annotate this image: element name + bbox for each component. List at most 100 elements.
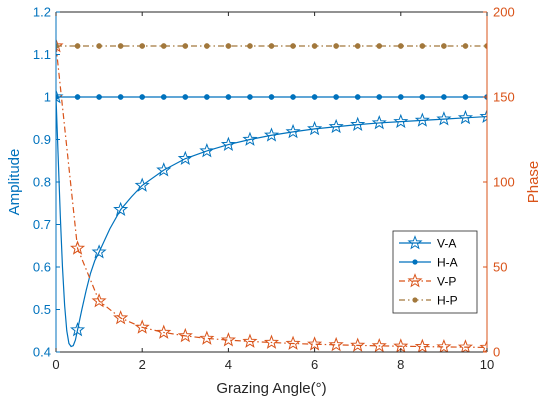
x-axis-title: Grazing Angle(°) (216, 380, 326, 397)
data-point-v-p (328, 336, 344, 352)
data-point-h-p (225, 43, 232, 49)
data-point-v-a (177, 150, 193, 166)
data-point-h-p (182, 43, 189, 49)
data-point-v-p (156, 324, 172, 339)
data-point-h-p (311, 43, 318, 49)
legend-marker-h-p (412, 297, 418, 303)
data-point-h-p (333, 43, 339, 49)
x-tick-label: 2 (139, 357, 146, 372)
data-point-h-a (204, 94, 210, 100)
data-point-v-a (350, 116, 366, 132)
data-point-v-p (457, 339, 473, 352)
data-point-h-a (311, 94, 318, 100)
left-y-tick-label: 0.7 (33, 217, 51, 232)
data-point-v-a (479, 108, 487, 123)
legend-box (392, 230, 478, 314)
data-point-v-p (371, 337, 387, 352)
data-point-v-a (371, 114, 387, 130)
data-point-h-p (268, 43, 275, 49)
data-point-v-a (134, 177, 150, 192)
data-point-v-p (307, 336, 323, 351)
legend-label-v-a: V-A (437, 237, 456, 251)
legend-marker-h-a (412, 259, 418, 265)
data-point-h-p (397, 43, 404, 49)
data-point-v-p (220, 332, 236, 347)
left-y-tick-label: 0.4 (33, 345, 51, 360)
data-point-h-p (117, 43, 124, 49)
data-point-v-p (436, 338, 452, 352)
legend-label-h-p: H-P (437, 294, 458, 308)
right-y-axis-title: Phase (525, 161, 542, 204)
data-point-h-p (419, 43, 426, 49)
data-point-h-p (139, 43, 146, 49)
data-point-v-a (56, 89, 64, 104)
data-point-v-a (457, 109, 473, 125)
right-y-tick-label: 0 (493, 345, 500, 360)
left-y-tick-label: 1.2 (33, 5, 51, 20)
data-point-h-a (160, 94, 167, 100)
legend-marker-v-p (407, 273, 423, 288)
data-point-v-a (414, 112, 430, 127)
data-point-h-p (354, 43, 361, 49)
x-tick-label: 4 (225, 357, 232, 372)
plot-area (56, 38, 487, 352)
data-point-v-a (285, 123, 301, 139)
x-tick-label: 0 (52, 357, 59, 372)
data-point-v-a (220, 136, 236, 152)
data-point-v-p (70, 240, 86, 255)
legend-label-h-a: H-A (437, 256, 458, 270)
data-point-v-a (242, 131, 258, 146)
data-point-h-a (139, 94, 146, 100)
right-y-tick-label: 150 (493, 90, 515, 105)
data-point-h-a (74, 94, 81, 100)
data-point-h-p (376, 43, 383, 49)
data-point-v-a (156, 162, 172, 177)
data-point-v-p (177, 327, 193, 343)
data-point-v-a (328, 118, 344, 134)
left-y-axis-title: Amplitude (6, 149, 23, 216)
data-point-v-a (91, 244, 107, 259)
data-point-h-a (247, 94, 253, 100)
axes: 0 2 4 6 8 10 0.4 0.5 0.6 0.7 0.8 0.9 1 1.1 1.2 0 50 100 15… (6, 5, 542, 398)
series-line-v-p (56, 45, 487, 349)
data-point-h-p (247, 43, 253, 49)
data-point-h-a (268, 94, 275, 100)
right-y-tick-label: 100 (493, 175, 515, 190)
data-point-v-a (393, 113, 409, 129)
data-point-v-a (307, 120, 323, 136)
data-point-h-a (117, 94, 124, 100)
data-point-h-a (419, 94, 426, 100)
data-point-v-a (436, 111, 452, 126)
right-y-tick-label: 200 (493, 5, 515, 20)
left-y-tick-label: 0.8 (33, 175, 51, 190)
data-point-h-p (441, 43, 447, 49)
data-point-h-p (74, 43, 81, 49)
data-point-v-p (242, 333, 258, 348)
x-tick-label: 10 (480, 357, 494, 372)
data-point-v-a (199, 143, 215, 158)
data-point-h-a (376, 94, 383, 100)
data-point-v-p (134, 319, 150, 334)
data-point-h-p (204, 43, 210, 49)
data-point-h-a (354, 94, 361, 100)
data-point-v-p (113, 310, 129, 325)
data-point-v-p (56, 38, 64, 53)
x-tick-label: 6 (311, 357, 318, 372)
data-point-h-a (225, 94, 232, 100)
left-y-tick-label: 0.6 (33, 260, 51, 275)
left-y-tick-label: 1 (44, 90, 51, 105)
right-y-tick-label: 50 (493, 260, 507, 275)
legend: V-A H-A V-P H-P (392, 230, 478, 314)
data-point-h-p (462, 43, 469, 49)
data-point-h-a (333, 94, 339, 100)
data-point-v-a (70, 321, 86, 337)
data-point-v-a (263, 127, 280, 142)
data-point-h-p (96, 43, 102, 49)
data-point-v-p (91, 293, 107, 308)
legend-label-v-p: V-P (437, 275, 456, 289)
data-point-h-a (397, 94, 404, 100)
data-point-v-a (113, 201, 129, 217)
data-point-v-p (414, 338, 430, 352)
data-point-v-p (479, 339, 487, 352)
